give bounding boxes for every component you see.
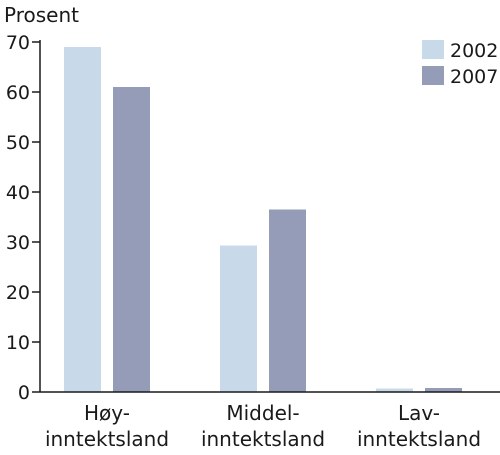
category-label: Høy-	[84, 401, 130, 425]
y-tick-label: 0	[18, 382, 30, 404]
bar-2002-1	[220, 245, 257, 392]
category-label: inntektsland	[357, 427, 481, 451]
category-label: inntektsland	[201, 427, 325, 451]
legend-label-2007: 2007	[450, 66, 498, 88]
y-axis-label: Prosent	[4, 3, 79, 27]
y-tick-label: 50	[6, 132, 30, 154]
category-labels: Høy-inntektslandMiddel-inntektslandLav-i…	[45, 401, 481, 451]
y-tick-label: 10	[6, 332, 30, 354]
legend: 2002 2007	[422, 40, 498, 88]
bar-2002-0	[64, 47, 101, 392]
legend-swatch-2007	[422, 66, 444, 85]
y-tick-label: 60	[6, 82, 30, 104]
bars	[64, 47, 462, 392]
y-tick-label: 70	[6, 32, 30, 54]
legend-label-2002: 2002	[450, 40, 498, 62]
y-axis-ticks: 0 10 20 30 40 50 60 70	[6, 32, 40, 404]
y-tick-label: 30	[6, 232, 30, 254]
bar-2007-0	[113, 87, 150, 392]
bar-2007-2	[425, 388, 462, 392]
legend-swatch-2002	[422, 40, 444, 59]
bar-2007-1	[269, 209, 306, 392]
bar-2002-2	[376, 388, 413, 392]
y-tick-label: 20	[6, 282, 30, 304]
category-label: inntektsland	[45, 427, 169, 451]
category-label: Lav-	[398, 401, 440, 425]
y-tick-label: 40	[6, 182, 30, 204]
category-label: Middel-	[226, 401, 299, 425]
